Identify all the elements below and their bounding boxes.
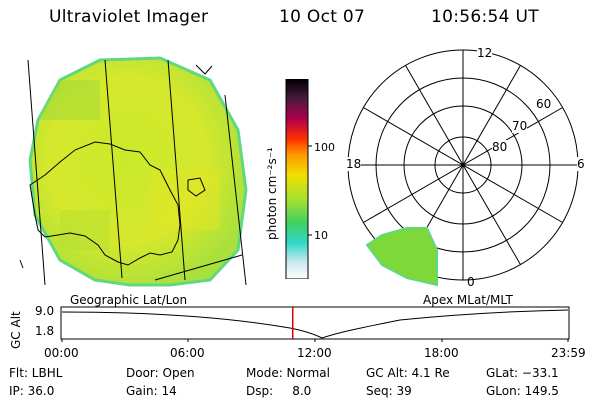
colorbar-unit-label: photon cm⁻²s⁻¹ <box>265 147 279 240</box>
status-ip: IP: 36.0 <box>9 384 55 398</box>
status-glat: GLat: −33.1 <box>486 366 559 380</box>
status-gc-alt: GC Alt: 4.1 Re <box>366 366 450 380</box>
status-mode: Mode: Normal <box>246 366 330 380</box>
gc-alt-axis-title: GC Alt <box>9 311 23 349</box>
status-seq: Seq: 39 <box>366 384 412 398</box>
lat-label-60: 60 <box>536 97 552 111</box>
mlt-label-18: 18 <box>346 157 362 171</box>
status-filter: Flt: LBHL <box>9 366 63 380</box>
geographic-label: Geographic Lat/Lon <box>70 293 188 307</box>
x-tick-0600: 06:00 <box>170 346 205 360</box>
time-label: 10:56:54 UT <box>431 7 539 27</box>
status-gain: Gain: 14 <box>126 384 177 398</box>
colorbar-tick-100: 100 <box>314 141 335 154</box>
y-tick-high: 9.0 <box>35 304 55 318</box>
mlt-label-12: 12 <box>477 46 493 60</box>
uv-earth-image <box>19 56 248 287</box>
apex-label: Apex MLat/MLT <box>423 293 513 307</box>
x-tick-2359: 23:59 <box>551 346 586 360</box>
status-door: Door: Open <box>126 366 195 380</box>
lat-label-70: 70 <box>512 119 528 133</box>
x-tick-0000: 00:00 <box>44 346 79 360</box>
status-dsp: Dsp: 8.0 <box>246 384 312 398</box>
color-scale-bar <box>285 79 312 279</box>
polar-grid <box>347 49 579 287</box>
colorbar-tick-10: 10 <box>314 229 328 242</box>
x-tick-1200: 12:00 <box>297 346 332 360</box>
date-label: 10 Oct 07 <box>279 7 366 27</box>
status-glon: GLon: 149.5 <box>486 384 559 398</box>
x-tick-1800: 18:00 <box>424 346 459 360</box>
mlt-label-0: 0 <box>467 275 475 289</box>
altitude-timeline <box>60 306 570 342</box>
mlt-label-6: 6 <box>577 157 585 171</box>
y-tick-low: 1.8 <box>35 324 55 338</box>
lat-label-80: 80 <box>492 140 508 154</box>
instrument-title: Ultraviolet Imager <box>49 7 209 27</box>
